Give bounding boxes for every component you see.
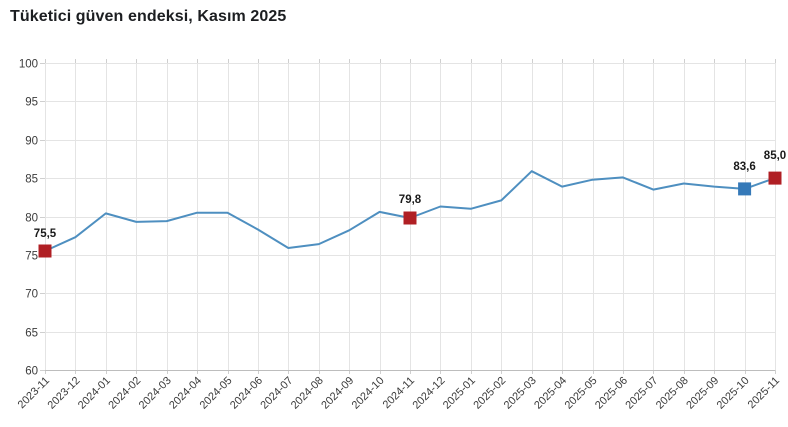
y-axis-label: 85 (25, 174, 38, 186)
x-axis-label: 2024-03 (137, 375, 174, 412)
x-axis-label: 2024-09 (319, 375, 356, 412)
y-axis-label: 60 (25, 366, 38, 378)
y-axis-label: 80 (25, 213, 38, 225)
x-axis-label: 2025-09 (684, 375, 721, 412)
x-axis-label: 2025-06 (593, 375, 630, 412)
x-axis-label: 2025-02 (471, 375, 508, 412)
data-point-marker-2025-10[interactable] (738, 182, 752, 196)
data-point-label-2023-11: 75,5 (34, 228, 57, 240)
x-axis-label: 2025-08 (654, 375, 691, 412)
data-point-label-2024-11: 79,8 (399, 194, 422, 206)
x-axis-label: 2024-05 (198, 375, 235, 412)
x-axis-label: 2024-06 (228, 375, 265, 412)
x-axis-label: 2025-05 (563, 375, 600, 412)
data-point-marker-2025-11[interactable] (768, 171, 782, 185)
y-axis-label: 90 (25, 136, 38, 148)
x-axis-label: 2024-02 (106, 375, 143, 412)
x-axis-label: 2024-01 (76, 375, 113, 412)
x-axis-label: 2025-11 (746, 375, 782, 411)
y-axis-label: 95 (25, 97, 38, 109)
y-axis-label: 75 (25, 251, 38, 263)
chart-title: Tüketici güven endeksi, Kasım 2025 (10, 8, 287, 25)
x-axis-label: 2025-01 (441, 375, 478, 412)
data-point-label-2025-10: 83,6 (733, 161, 755, 173)
y-axis-label: 70 (25, 289, 38, 301)
x-axis-label: 2024-07 (258, 375, 295, 412)
x-axis-label: 2023-12 (46, 375, 83, 412)
x-axis-label: 2024-10 (350, 375, 387, 412)
x-axis-label: 2025-04 (532, 375, 569, 412)
y-axis-label: 100 (19, 59, 38, 71)
data-point-marker-2024-11[interactable] (403, 211, 417, 225)
y-axis-label: 65 (25, 328, 38, 340)
x-axis-label: 2024-08 (289, 375, 326, 412)
x-axis-label: 2025-07 (623, 375, 660, 412)
data-point-label-2025-11: 85,0 (764, 150, 786, 162)
x-axis-label: 2025-03 (502, 375, 539, 412)
data-point-marker-2023-11[interactable] (38, 244, 52, 258)
x-axis-label: 2025-10 (715, 375, 752, 412)
x-axis-label: 2024-04 (167, 375, 204, 412)
x-axis-label: 2024-12 (411, 375, 448, 412)
